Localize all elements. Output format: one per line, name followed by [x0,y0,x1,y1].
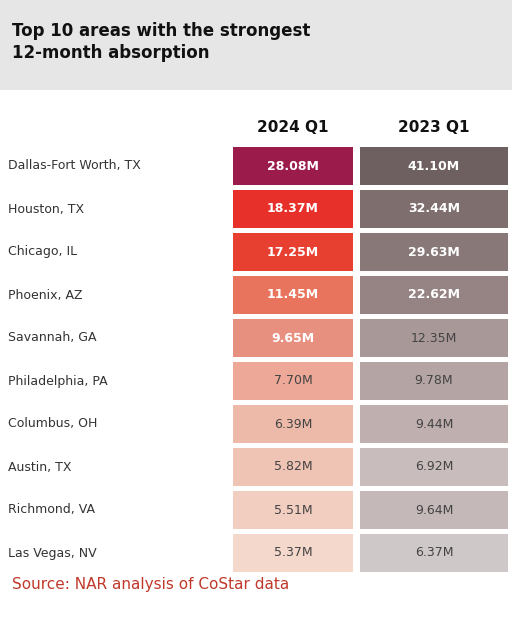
Text: Top 10 areas with the strongest: Top 10 areas with the strongest [12,22,310,40]
Text: 12-month absorption: 12-month absorption [12,44,209,62]
Text: Dallas-Fort Worth, TX: Dallas-Fort Worth, TX [8,159,141,172]
Bar [233,362,353,400]
Text: 6.37M: 6.37M [415,546,453,559]
Text: 6.92M: 6.92M [415,461,453,474]
Bar [233,319,353,357]
Bar [360,276,508,314]
Bar [233,190,353,228]
Bar [360,534,508,572]
Text: Chicago, IL: Chicago, IL [8,246,77,259]
Text: Las Vegas, NV: Las Vegas, NV [8,546,97,559]
Text: Houston, TX: Houston, TX [8,203,84,216]
Text: 18.37M: 18.37M [267,203,319,216]
Bar [360,147,508,185]
Text: Philadelphia, PA: Philadelphia, PA [8,374,108,388]
Text: 41.10M: 41.10M [408,159,460,172]
Text: 17.25M: 17.25M [267,246,319,259]
Text: Source: NAR analysis of CoStar data: Source: NAR analysis of CoStar data [12,577,289,592]
Bar [360,362,508,400]
Bar [360,448,508,486]
Text: 9.65M: 9.65M [271,332,314,345]
Text: 22.62M: 22.62M [408,288,460,301]
Text: Savannah, GA: Savannah, GA [8,332,96,345]
Bar [360,405,508,443]
Bar [360,190,508,228]
Bar [360,319,508,357]
Text: 5.51M: 5.51M [274,503,312,516]
Bar [360,233,508,271]
Text: 7.70M: 7.70M [273,374,312,388]
Bar [233,276,353,314]
Text: 29.63M: 29.63M [408,246,460,259]
Bar [360,491,508,529]
Text: 28.08M: 28.08M [267,159,319,172]
Text: 5.82M: 5.82M [274,461,312,474]
Bar [233,491,353,529]
Bar [233,405,353,443]
Text: 2023 Q1: 2023 Q1 [398,120,470,136]
Text: 9.64M: 9.64M [415,503,453,516]
Text: 9.44M: 9.44M [415,417,453,430]
Bar [233,233,353,271]
Text: 9.78M: 9.78M [415,374,453,388]
Text: Austin, TX: Austin, TX [8,461,72,474]
Text: 5.37M: 5.37M [274,546,312,559]
Text: 2024 Q1: 2024 Q1 [257,120,329,136]
Text: Richmond, VA: Richmond, VA [8,503,95,516]
Text: Phoenix, AZ: Phoenix, AZ [8,288,82,301]
Text: 6.39M: 6.39M [274,417,312,430]
Bar [233,147,353,185]
Text: 11.45M: 11.45M [267,288,319,301]
Bar [233,448,353,486]
Text: 12.35M: 12.35M [411,332,457,345]
Bar [0,0,512,90]
Text: Columbus, OH: Columbus, OH [8,417,97,430]
Text: 32.44M: 32.44M [408,203,460,216]
Bar [233,534,353,572]
